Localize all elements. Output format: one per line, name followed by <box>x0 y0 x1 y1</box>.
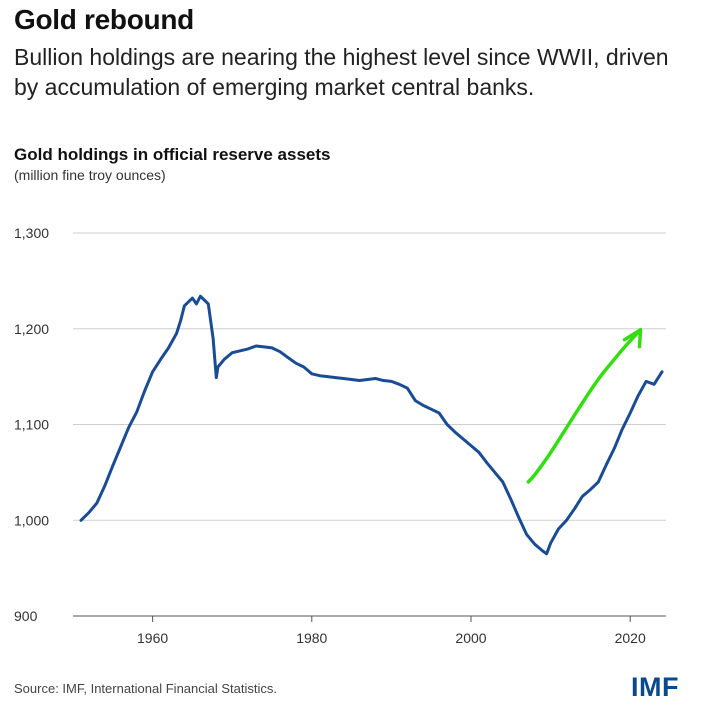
x-axis: 1960 1980 2000 2020 <box>137 616 646 646</box>
y-tick-label: 900 <box>14 608 38 624</box>
imf-logo: IMF <box>631 672 679 702</box>
y-tick-label: 1,000 <box>14 512 49 528</box>
trend-arrow-line <box>526 327 643 484</box>
annotation-group <box>526 327 643 484</box>
chart-unit-label: (million fine troy ounces) <box>14 167 166 183</box>
trend-arrow-head <box>622 327 643 349</box>
headline: Gold rebound <box>14 4 194 35</box>
x-tick-label: 1960 <box>137 630 168 646</box>
gridlines <box>73 232 666 617</box>
y-tick-label: 1,200 <box>14 321 49 337</box>
x-tick-label: 2020 <box>615 630 646 646</box>
source-note: Source: IMF, International Financial Sta… <box>14 681 278 696</box>
gold-holdings-line <box>79 294 664 556</box>
y-tick-label: 1,300 <box>14 225 49 241</box>
subheadline: Bullion holdings are nearing the highest… <box>14 44 669 100</box>
series-group <box>79 294 664 556</box>
y-tick-label: 1,100 <box>14 417 49 433</box>
x-tick-label: 1980 <box>296 630 327 646</box>
y-axis-labels: 900 1,000 1,100 1,200 1,300 <box>14 225 49 624</box>
chart-title: Gold holdings in official reserve assets <box>14 145 331 164</box>
x-tick-label: 2000 <box>455 630 486 646</box>
